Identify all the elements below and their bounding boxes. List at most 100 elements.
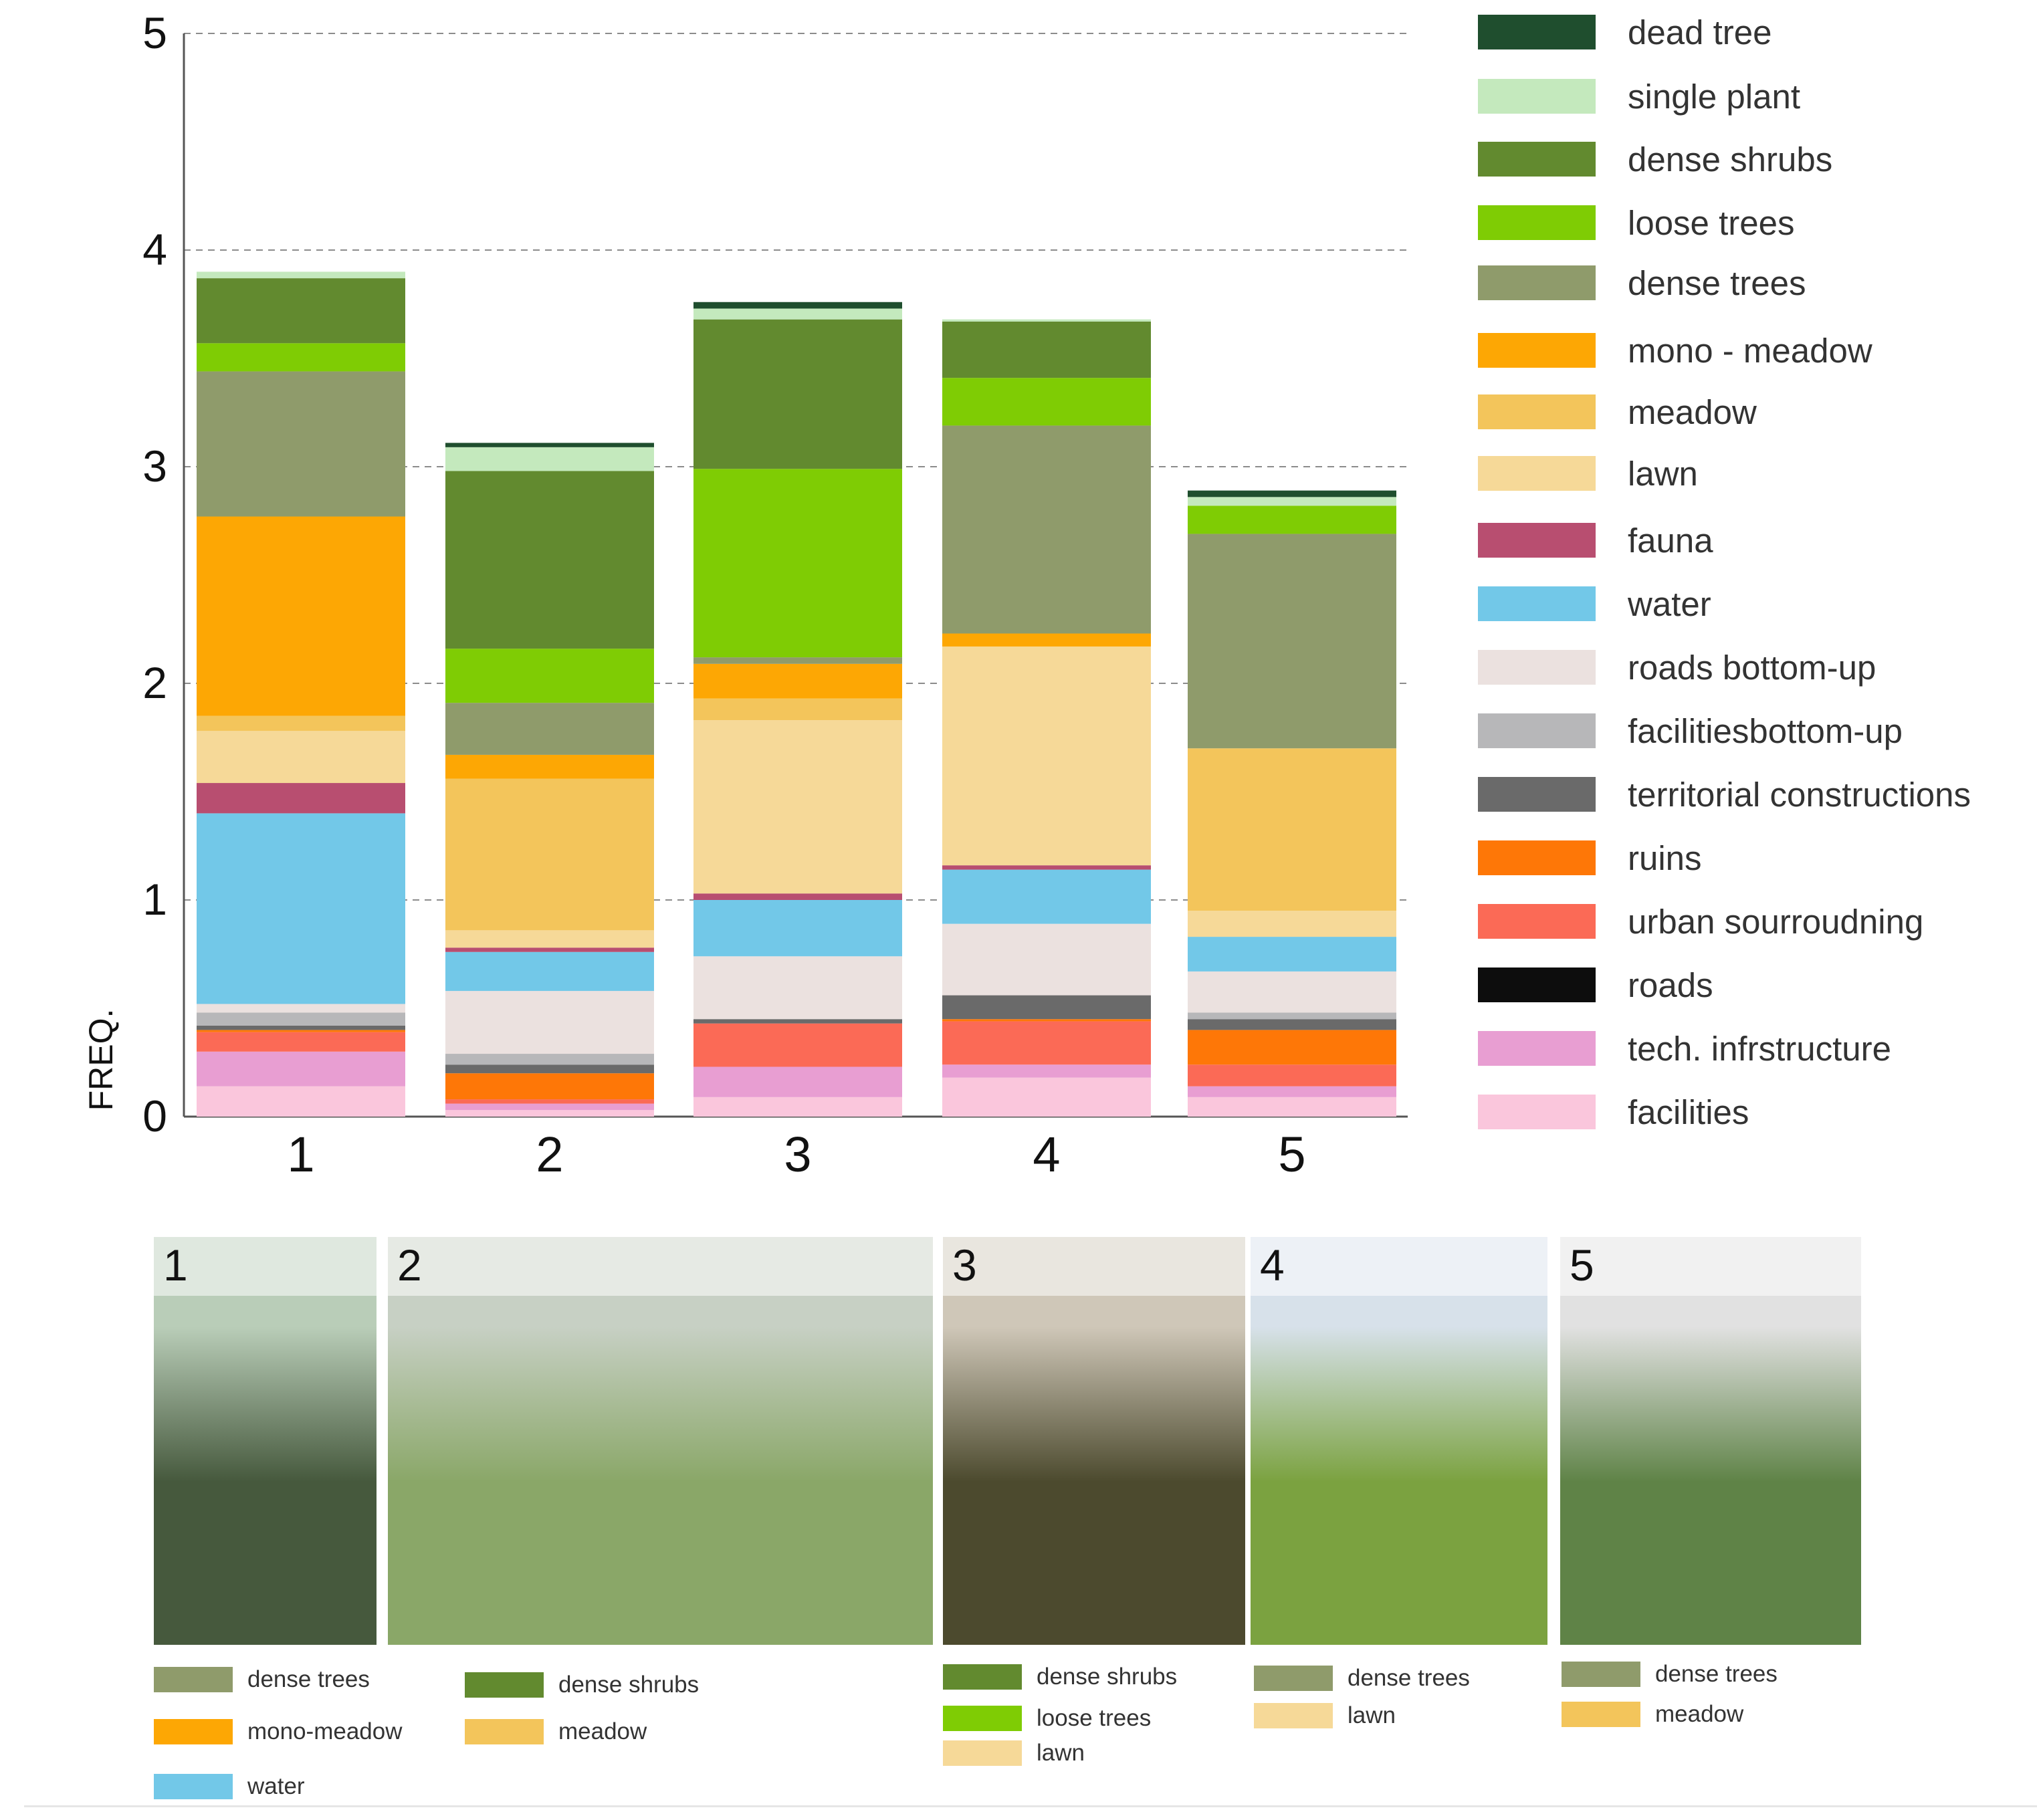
legend-swatch	[1478, 142, 1596, 177]
bar-segment-3-single-plant	[693, 308, 902, 320]
caption-label: meadow	[558, 1718, 647, 1744]
caption-item: mono-meadow	[154, 1717, 403, 1746]
bar-segment-5-facilitiesbottom-up	[1188, 1012, 1396, 1020]
legend-label: meadow	[1628, 392, 1757, 431]
bar-segment-5-tech-infrstructure	[1188, 1086, 1396, 1097]
bar-segment-5-ruins	[1188, 1030, 1396, 1065]
caption-label: loose trees	[1037, 1705, 1152, 1731]
caption-label: mono-meadow	[247, 1718, 403, 1744]
bar-segment-1-meadow	[197, 715, 405, 731]
bar-segment-2-water	[445, 951, 654, 992]
bar-segment-1-tech-infrstructure	[197, 1051, 405, 1087]
legend-swatch	[1478, 333, 1596, 368]
legend-swatch	[1478, 650, 1596, 685]
stacked-bar-chart: 0 1 2 3 4 5 FREQ. 1 2 3 4 5	[82, 8, 1408, 1182]
caption-label: dense shrubs	[1037, 1664, 1178, 1690]
legend-swatch	[1478, 713, 1596, 748]
photo-number: 5	[1570, 1240, 1594, 1290]
bar-segment-1-single-plant	[197, 271, 405, 279]
bar-segment-1-dense-trees	[197, 371, 405, 517]
y-axis-label: FREQ.	[82, 1009, 120, 1111]
bar-segment-3-tech-infrstructure	[693, 1066, 902, 1097]
photo-label-band	[1560, 1237, 1861, 1296]
photo-number: 4	[1260, 1240, 1285, 1290]
bar-segment-4-mono-meadow	[942, 633, 1151, 647]
legend-label: single plant	[1628, 77, 1801, 116]
bar-segment-1-roads-bottom-up	[197, 1004, 405, 1013]
legend-label: fauna	[1628, 521, 1713, 560]
legend-item: mono - meadow	[1478, 330, 1872, 370]
caption-item: dense shrubs	[465, 1670, 699, 1700]
bar-segment-2-single-plant	[445, 447, 654, 471]
bottom-divider	[24, 1805, 2037, 1807]
caption-item: meadow	[1562, 1700, 1743, 1729]
caption-swatch	[1562, 1662, 1640, 1687]
bar-segment-2-urban-sourroudning	[445, 1099, 654, 1104]
legend-item: single plant	[1478, 76, 1800, 116]
bar-segment-5-dead-tree	[1188, 490, 1396, 497]
site-photo-4: 4	[1251, 1237, 1547, 1645]
legend-item: facilitiesbottom-up	[1478, 711, 1903, 751]
legend-item: meadow	[1478, 392, 1757, 432]
bar-segment-4-dense-trees	[942, 425, 1151, 634]
bar-segment-1-loose-trees	[197, 343, 405, 372]
bar-segment-2-mono-meadow	[445, 754, 654, 779]
caption-swatch	[1254, 1703, 1333, 1728]
caption-label: lawn	[1037, 1740, 1085, 1766]
bar-segment-3-roads-bottom-up	[693, 956, 902, 1020]
legend-item: loose trees	[1478, 203, 1794, 243]
photo-number: 3	[952, 1240, 977, 1290]
bar-segment-5-single-plant	[1188, 497, 1396, 506]
caption-swatch	[943, 1706, 1022, 1731]
legend-item: dense shrubs	[1478, 139, 1832, 179]
bar-segment-5-territorial-constructions	[1188, 1019, 1396, 1030]
legend-swatch	[1478, 840, 1596, 875]
site-photo-3: 3	[943, 1237, 1245, 1645]
bar-segment-3-mono-meadow	[693, 663, 902, 699]
x-tick-label: 5	[1278, 1127, 1305, 1182]
bar-segment-1-ruins	[197, 1030, 405, 1032]
bar-segment-3-dense-shrubs	[693, 319, 902, 469]
legend-label: mono - meadow	[1628, 331, 1872, 370]
y-tick-label: 4	[142, 225, 167, 274]
bar-segment-2-fauna	[445, 947, 654, 952]
bar-segment-3-meadow	[693, 698, 902, 721]
bar-segment-2-tech-infrstructure	[445, 1103, 654, 1111]
bar-segment-2-facilities	[445, 1110, 654, 1117]
legend-item: roads	[1478, 965, 1713, 1005]
bar-segment-2-loose-trees	[445, 649, 654, 703]
y-tick-label: 3	[142, 441, 167, 491]
legend-swatch	[1478, 1031, 1596, 1066]
bar-segment-4-loose-trees	[942, 378, 1151, 426]
site-photo-1: 1	[154, 1237, 377, 1645]
caption-swatch	[943, 1740, 1022, 1766]
bar-segment-2-dead-tree	[445, 443, 654, 447]
bar-segment-5-dense-trees	[1188, 534, 1396, 749]
x-tick-label: 4	[1033, 1127, 1060, 1182]
caption-swatch	[154, 1774, 233, 1799]
bar-segment-2-meadow	[445, 778, 654, 931]
legend-swatch	[1478, 205, 1596, 240]
bar-segment-4-urban-sourroudning	[942, 1021, 1151, 1065]
legend-item: territorial constructions	[1478, 774, 1971, 814]
bar-segment-3-fauna	[693, 893, 902, 900]
legend-label: water	[1628, 584, 1711, 623]
legend-swatch	[1478, 456, 1596, 491]
caption-label: lawn	[1348, 1702, 1396, 1728]
bar-segment-3-facilities	[693, 1097, 902, 1117]
legend-label: lawn	[1628, 454, 1698, 493]
bar-segment-2-roads-bottom-up	[445, 991, 654, 1054]
legend-item: urban sourroudning	[1478, 901, 1923, 941]
photo-label-band	[943, 1237, 1245, 1296]
y-tick-label: 1	[142, 875, 167, 924]
legend-swatch	[1478, 523, 1596, 558]
legend-swatch	[1478, 968, 1596, 1002]
caption-item: lawn	[1254, 1701, 1396, 1730]
legend-swatch	[1478, 79, 1596, 114]
bar-segment-4-ruins	[942, 1019, 1151, 1022]
caption-item: dense trees	[154, 1665, 370, 1694]
site-photo-5: 5	[1560, 1237, 1861, 1645]
bar-segment-4-territorial-constructions	[942, 995, 1151, 1020]
bar-segment-3-territorial-constructions	[693, 1019, 902, 1024]
bar-segment-4-fauna	[942, 865, 1151, 870]
